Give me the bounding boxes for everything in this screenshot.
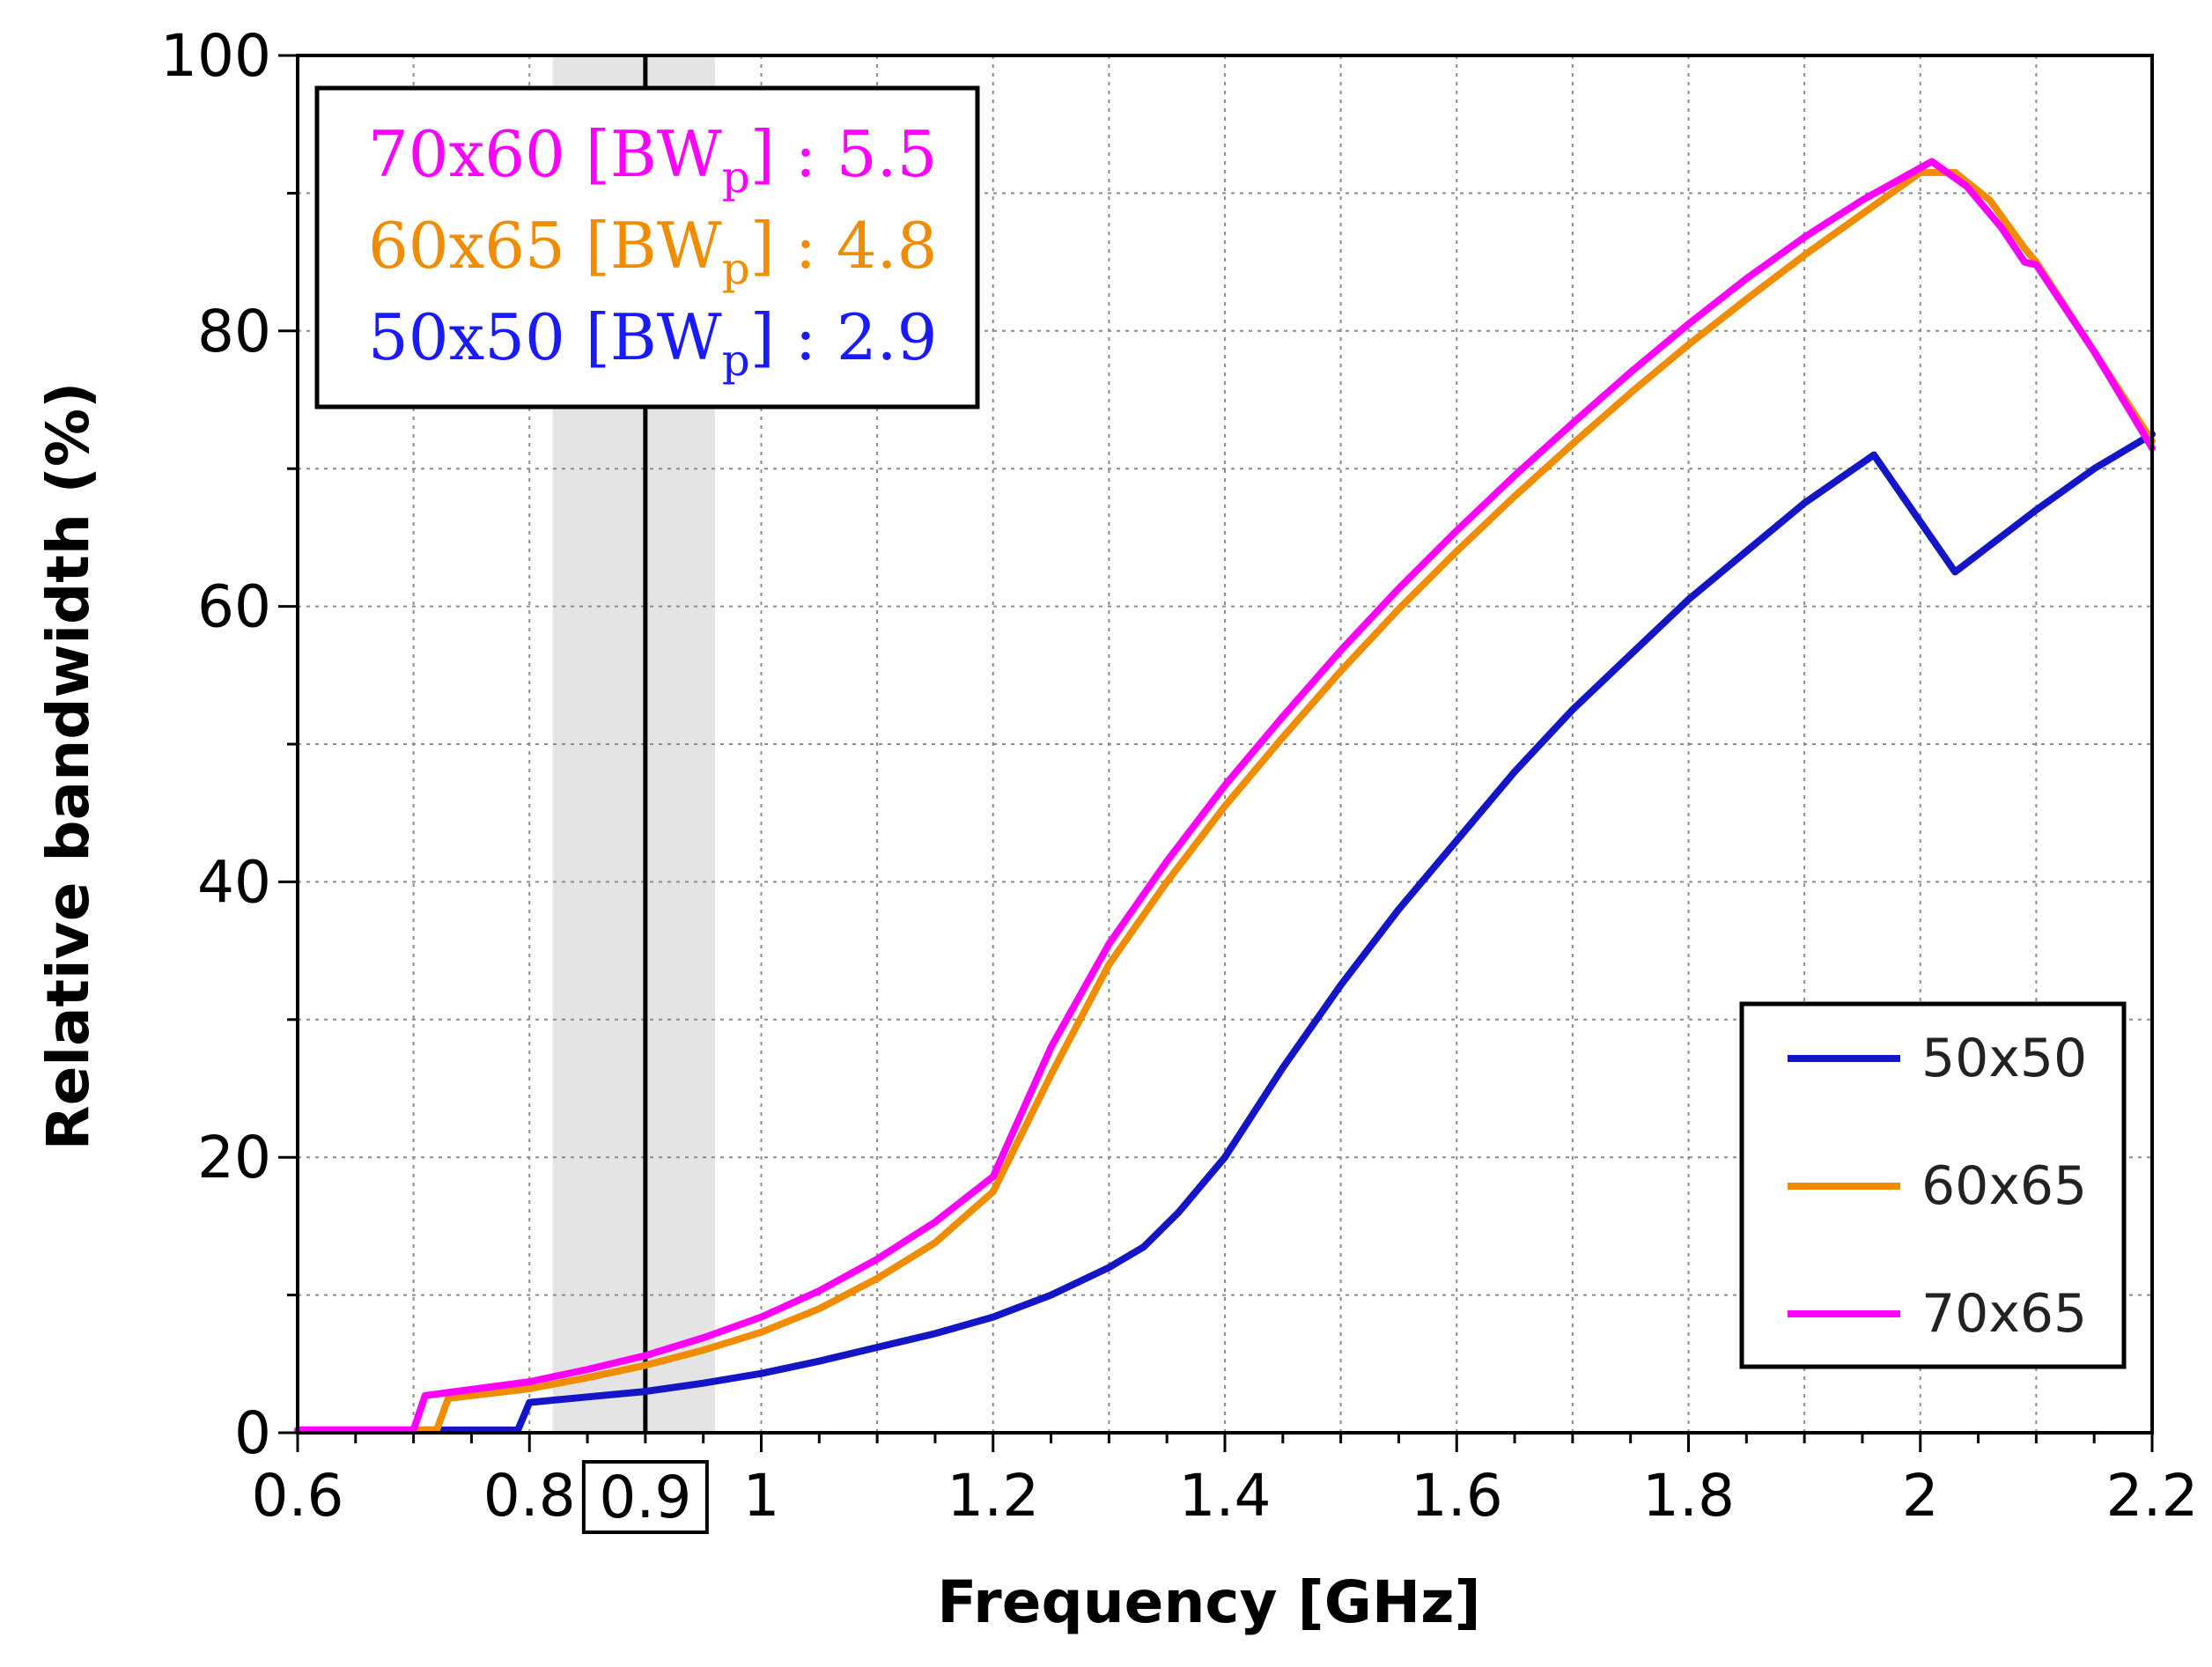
axes-layer — [278, 54, 2154, 1452]
series-line-60x65 — [294, 168, 2156, 1434]
annotation-line: 50x50 [BWp] : 2.9 — [368, 300, 937, 386]
x-tick-label: 0.8 — [483, 1462, 576, 1530]
legend-label: 60x65 — [1921, 1155, 2087, 1217]
y-tick-label: 20 — [197, 1124, 271, 1191]
x-tick-label: 2 — [1902, 1462, 1939, 1530]
series-line-70x65 — [294, 158, 2156, 1434]
x-tick-label: 1 — [743, 1462, 780, 1530]
annotation-box: 70x60 [BWp] : 5.5 60x65 [BWp] : 4.8 50x5… — [314, 85, 980, 409]
x-tick-label: 2.2 — [2106, 1462, 2199, 1530]
x-tick-label: 1.6 — [1411, 1462, 1503, 1530]
y-tick-label: 0 — [234, 1399, 271, 1467]
x-axis-title: Frequency [GHz] — [937, 1568, 1480, 1636]
legend-label: 70x65 — [1921, 1283, 2087, 1345]
y-tick-label: 100 — [160, 22, 271, 90]
highlight-tick-label: 0.9 — [599, 1464, 691, 1531]
x-tick-label: 1.2 — [947, 1462, 1039, 1530]
x-tick-label: 0.6 — [252, 1462, 344, 1530]
annotation-line: 60x65 [BWp] : 4.8 — [368, 209, 937, 294]
legend: 50x50 60x65 70x65 — [1739, 1001, 2127, 1369]
annotation-line: 70x60 [BWp] : 5.5 — [368, 117, 937, 203]
series-layer — [294, 158, 2156, 1434]
x-tick-label: 1.8 — [1642, 1462, 1735, 1530]
y-tick-label: 80 — [197, 298, 271, 365]
annotation-frame — [314, 85, 980, 409]
legend-label: 50x50 — [1921, 1028, 2087, 1089]
series-line-50x50 — [294, 431, 2156, 1434]
tick-label-layer: 0.6 0.8 1 1.2 1.4 1.6 1.8 2 2.2 0 20 40 60 80 100 0.9 — [160, 22, 2199, 1534]
y-tick-label: 40 — [197, 848, 271, 916]
x-tick-label: 1.4 — [1179, 1462, 1272, 1530]
y-axis-title: Relative bandwidth (%) — [34, 382, 102, 1151]
y-tick-label: 60 — [197, 573, 271, 641]
highlight-tick-frame — [581, 1460, 709, 1534]
